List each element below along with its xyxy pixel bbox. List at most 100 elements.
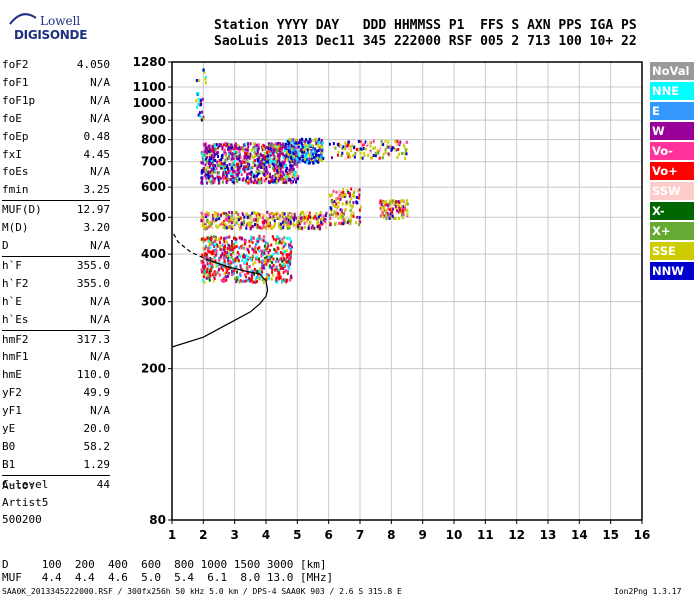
echo-dot [284,258,287,262]
echo-dot [214,211,217,215]
echo-dot [263,251,266,255]
echo-dot [208,239,210,243]
echo-dot [287,227,289,230]
echo-dot [224,251,227,255]
echo-dot [198,98,201,101]
echo-dot [250,269,253,273]
echo-dot [289,178,292,182]
echo-dot [229,150,232,154]
echo-dot [233,246,236,250]
echo-dot [304,140,306,144]
echo-dot [197,102,200,106]
echo-dot [289,222,292,226]
echo-dot [257,159,260,163]
echo-dot [208,156,211,159]
echo-dot [217,155,219,158]
echo-dot [394,139,397,143]
echo-dot [236,179,239,182]
echo-dot [205,272,208,276]
echo-dot [217,146,219,150]
echo-dot [242,223,245,227]
echo-dot [400,204,403,208]
echo-dot [341,147,344,151]
echo-dot [237,144,239,148]
echo-dot [246,271,249,275]
echo-dot [276,180,278,183]
param-value: N/A [90,404,110,418]
echo-dot [385,213,387,217]
echo-dot [275,265,278,269]
echo-dot [311,156,313,160]
echo-dot [201,216,204,220]
echo-dot [252,280,255,284]
echo-dot [225,181,228,185]
echo-dot [213,235,215,239]
echo-dot [302,210,305,214]
echo-dot [240,173,243,176]
echo-dot [301,155,304,159]
echo-dot [217,178,220,182]
echo-dot [226,251,229,255]
echo-dot [389,208,392,212]
echo-dot [223,211,226,215]
echo-dot [242,143,245,147]
station-header-labels: Station YYYY DAY DDD HHMMSS P1 FFS S AXN… [214,18,637,33]
echo-dot [280,241,283,245]
echo-dot [359,205,362,209]
echo-dot [313,215,316,219]
echo-dot [204,81,207,85]
echo-dot [289,169,292,173]
echo-dot [280,257,283,261]
echo-dot [213,244,216,248]
echo-dot [287,149,290,153]
echo-dot [297,219,300,223]
echo-dot [250,223,253,227]
echo-dot [226,235,229,239]
echo-dot [341,195,344,199]
echo-dot [319,156,322,160]
echo-dot [241,258,244,262]
param-row: foF1p N/A [2,92,110,110]
echo-dot [224,217,227,221]
echo-dot [272,252,275,256]
echo-dot [388,202,391,206]
echo-dot [269,226,272,230]
echo-dot [215,212,218,216]
echo-dot [203,247,206,251]
echo-dot [262,213,265,217]
echo-dot [271,265,274,269]
echo-dot [263,249,266,253]
param-row: foF1 N/A [2,74,110,92]
echo-dot [276,250,279,254]
echo-dot [365,147,368,151]
echo-dot [316,225,319,229]
echo-dot [267,163,270,167]
echo-dot [252,165,255,169]
echo-dot [387,152,390,156]
echo-dot [202,155,205,159]
echo-dot [211,213,214,217]
echo-dot [204,244,207,248]
echo-dot [297,223,300,227]
echo-dot [220,213,222,217]
echo-dot [265,172,268,176]
echo-dot [201,110,204,114]
echo-dot [298,226,301,230]
echo-dot [253,267,256,271]
echo-dot [324,214,327,217]
echo-dot [201,237,203,241]
echo-dot [203,71,206,75]
echo-dot [319,227,321,231]
echo-dot [301,143,304,147]
echo-dot [396,209,399,213]
param-row: D N/A [2,237,110,255]
echo-dot [291,147,293,151]
echo-dot [278,271,281,275]
echo-dot [280,222,283,226]
echo-dot [200,171,203,175]
echo-dot [278,258,281,262]
echo-dot [297,153,300,157]
echo-dot [243,220,246,223]
echo-dot [222,277,225,281]
echo-dot [283,250,286,254]
